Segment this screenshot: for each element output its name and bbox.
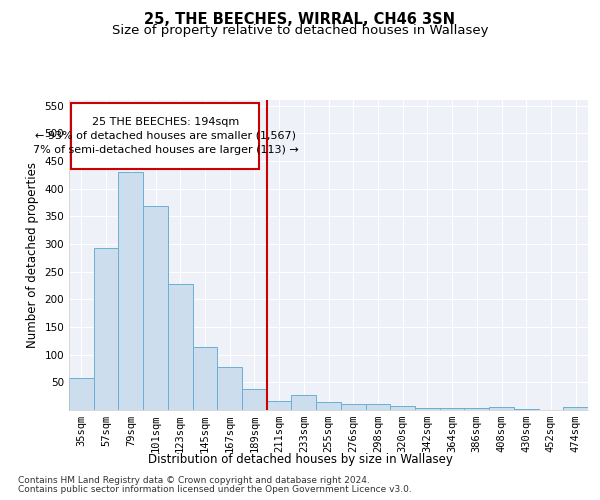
Text: 25 THE BEECHES: 194sqm
← 93% of detached houses are smaller (1,567)
7% of semi-d: 25 THE BEECHES: 194sqm ← 93% of detached… (32, 117, 298, 155)
Bar (341, 404, 365, 410)
Bar (440, 408, 464, 410)
Text: Contains public sector information licensed under the Open Government Licence v3: Contains public sector information licen… (18, 485, 412, 494)
Bar (168, 284, 193, 410)
Bar (489, 406, 514, 410)
Bar (118, 172, 143, 410)
Bar (143, 206, 168, 410)
Bar (415, 408, 440, 410)
Bar (94, 248, 118, 410)
Bar (390, 406, 415, 410)
Text: 25, THE BEECHES, WIRRAL, CH46 3SN: 25, THE BEECHES, WIRRAL, CH46 3SN (145, 12, 455, 28)
Bar (217, 368, 242, 410)
Text: Contains HM Land Registry data © Crown copyright and database right 2024.: Contains HM Land Registry data © Crown c… (18, 476, 370, 485)
Bar (292, 395, 316, 410)
Bar (193, 348, 217, 410)
Bar (365, 404, 390, 410)
Bar (69, 378, 94, 410)
Bar (242, 389, 267, 410)
Bar (316, 402, 341, 410)
Bar (267, 400, 292, 410)
Y-axis label: Number of detached properties: Number of detached properties (26, 162, 39, 348)
Text: Distribution of detached houses by size in Wallasey: Distribution of detached houses by size … (148, 452, 452, 466)
Bar (563, 407, 588, 410)
Bar (464, 408, 489, 410)
Text: Size of property relative to detached houses in Wallasey: Size of property relative to detached ho… (112, 24, 488, 37)
